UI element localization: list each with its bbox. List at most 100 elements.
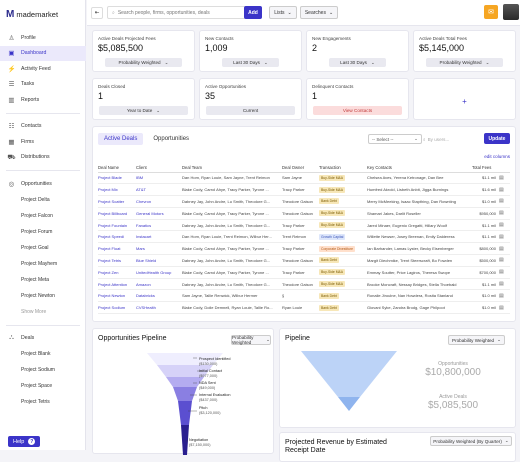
show-more-link[interactable]: Show More — [21, 308, 47, 315]
client-link[interactable]: CVSHealth — [136, 301, 182, 315]
document-icon[interactable]: ▤ — [499, 222, 504, 229]
sidebar-opportunity-item[interactable]: Project Meta — [21, 276, 50, 283]
tab-opportunities[interactable]: Opportunities — [153, 136, 190, 142]
document-icon[interactable]: ▤ — [499, 233, 504, 240]
funnel-stage[interactable] — [166, 377, 204, 387]
users-search[interactable]: ⌕ By users... — [423, 134, 479, 144]
funnel-stage[interactable] — [157, 365, 213, 377]
filter-select[interactable]: -- Select -- ⌄ — [368, 134, 422, 144]
client-link[interactable]: Amazon — [136, 278, 182, 291]
document-icon[interactable]: ▤ — [499, 198, 504, 205]
edit-columns-link[interactable]: edit columns — [484, 154, 510, 159]
brand-logo[interactable]: M mademarket — [6, 9, 58, 20]
sidebar-item-opportunities[interactable]: ◎ Opportunities — [0, 176, 86, 192]
deal-name-link[interactable]: Project Billboard — [98, 207, 136, 220]
view-contacts-button[interactable]: View Contacts — [313, 106, 402, 115]
deal-name-link[interactable]: Project Speedi — [98, 230, 136, 244]
collapse-sidebar-icon[interactable]: ⇤ — [91, 7, 103, 19]
lists-dropdown[interactable]: Lists ⌄ — [269, 6, 297, 19]
document-icon[interactable]: ▤ — [499, 174, 504, 181]
sidebar-opportunity-item[interactable]: Project Mayhem — [21, 260, 58, 267]
table-row[interactable]: Project Mix AT&T Blake Cody, Carrol Ahye, … — [98, 183, 510, 197]
help-button[interactable]: Help ? — [8, 436, 41, 447]
kpi-filter-dropdown[interactable]: Last 30 Days ⌄ — [222, 58, 279, 67]
client-link[interactable]: General Motors — [136, 207, 182, 220]
sidebar-item-dashboard[interactable]: ▣ Dashboard — [0, 45, 86, 61]
column-header[interactable]: Key Contacts — [367, 164, 472, 173]
sidebar-item-firms[interactable]: ▦ Firms — [0, 134, 86, 150]
funnel-stage[interactable] — [181, 425, 189, 455]
deal-name-link[interactable]: Project Float — [98, 242, 136, 256]
table-row[interactable]: Project Zen UnitedHealth Group Blake Cody,… — [98, 266, 510, 279]
pipeline-active-deals-segment[interactable] — [338, 397, 360, 411]
client-link[interactable]: Mars — [136, 242, 182, 256]
client-link[interactable]: Chevron — [136, 195, 182, 208]
deal-name-link[interactable]: Project Mix — [98, 183, 136, 197]
table-row[interactable]: Project Scatter Chevron Dabney Jay, John A… — [98, 195, 510, 208]
deal-name-link[interactable]: Project Sodium — [98, 301, 136, 315]
table-row[interactable]: Project Blade IBM Dan Hom, Ryan Louie, Sam… — [98, 172, 510, 185]
client-link[interactable]: Blue Shield — [136, 254, 182, 267]
sidebar-opportunity-item[interactable]: Project Delta — [21, 196, 50, 203]
column-header[interactable]: Total Fees — [472, 164, 499, 173]
client-link[interactable]: UnitedHealth Group — [136, 266, 182, 279]
deal-name-link[interactable]: Project Blade — [98, 172, 136, 185]
table-row[interactable]: Project Speedi Instacart Dan Hom, Ryan Lou… — [98, 230, 510, 244]
sidebar-item-activity-feed[interactable]: ⚡ Activity Feed — [0, 61, 86, 77]
document-icon[interactable]: ▤ — [499, 245, 504, 252]
document-icon[interactable]: ▤ — [499, 304, 504, 311]
search-input[interactable] — [117, 9, 248, 16]
notifications-icon[interactable]: ✉ — [484, 5, 498, 19]
funnel-stage[interactable] — [147, 353, 223, 365]
sidebar-opportunity-item[interactable]: Project Forum — [21, 228, 53, 235]
sidebar-deal-item[interactable]: Project Space — [21, 383, 53, 389]
table-row[interactable]: Project Fountain Fanatics Dabney Jay, John… — [98, 219, 510, 232]
deal-name-link[interactable]: Project Zen — [98, 266, 136, 279]
client-link[interactable]: AT&T — [136, 183, 182, 197]
table-row[interactable]: Project Sodium CVSHealth Blake Cody, Doile… — [98, 301, 510, 315]
client-link[interactable]: IBM — [136, 172, 182, 185]
table-row[interactable]: Project Float Mars Blake Cody, Carrol Ahye… — [98, 242, 510, 256]
document-icon[interactable]: ▤ — [499, 292, 504, 299]
sidebar-opportunity-item[interactable]: Project Falcon — [21, 212, 53, 219]
column-header[interactable]: Transaction — [319, 164, 367, 173]
kpi-filter-dropdown[interactable]: Year to Date ⌄ — [99, 106, 188, 115]
document-icon[interactable]: ▤ — [499, 269, 504, 276]
deal-name-link[interactable]: Project Fountain — [98, 219, 136, 232]
tab-active-deals[interactable]: Active Deals — [98, 133, 144, 145]
add-button[interactable]: Add — [244, 6, 262, 19]
kpi-filter-dropdown[interactable]: Probability Weighted ⌄ — [105, 58, 182, 67]
sidebar-deal-item[interactable]: Project Tetris — [21, 399, 50, 405]
sidebar-opportunity-item[interactable]: Project Goal — [21, 244, 49, 251]
funnel-stage[interactable] — [178, 401, 192, 425]
avatar[interactable] — [503, 4, 519, 20]
document-icon[interactable]: ▤ — [499, 257, 504, 264]
kpi-filter-dropdown[interactable]: Current — [206, 106, 295, 115]
searches-dropdown[interactable]: Searches ⌄ — [300, 6, 338, 19]
table-row[interactable]: Project Attention Amazon Dabney Jay, John … — [98, 278, 510, 291]
deal-name-link[interactable]: Project Scatter — [98, 195, 136, 208]
sidebar-deal-item[interactable]: Project Blank — [21, 351, 51, 357]
column-header[interactable]: Client — [136, 164, 182, 173]
funnel-stage[interactable] — [173, 387, 197, 401]
sidebar-item-distributions[interactable]: ⛟ Distributions — [0, 150, 86, 166]
deal-name-link[interactable]: Project Newton — [98, 289, 136, 303]
table-row[interactable]: Project Newton Databricks Sam Jayne, Talli… — [98, 289, 510, 303]
table-row[interactable]: Project Tetris Blue Shield Dabney Jay, Joh… — [98, 254, 510, 267]
deal-name-link[interactable]: Project Tetris — [98, 254, 136, 267]
document-icon[interactable]: ▤ — [499, 186, 504, 193]
column-header[interactable]: Deal Owner — [282, 164, 319, 173]
client-link[interactable]: Databricks — [136, 289, 182, 303]
add-widget-card[interactable]: + — [413, 78, 516, 120]
update-button[interactable]: Update — [484, 133, 510, 144]
sidebar-item-deals[interactable]: ⛬ Deals — [0, 331, 86, 347]
column-header[interactable]: Deal Name — [98, 164, 136, 173]
table-row[interactable]: Project Billboard General Motors Blake Cod… — [98, 207, 510, 220]
sidebar-opportunity-item[interactable]: Project Newton — [21, 292, 55, 299]
global-search[interactable]: ⌕ — [107, 6, 255, 19]
column-header[interactable]: Deal Team — [182, 164, 282, 173]
pipeline-dropdown[interactable]: Probability Weighted ⌄ — [448, 335, 505, 345]
opportunities-pipeline-dropdown[interactable]: Probability Weighted ⌄ — [231, 335, 271, 345]
kpi-filter-dropdown[interactable]: Probability Weighted ⌄ — [426, 58, 503, 67]
sidebar-item-reports[interactable]: ▥ Reports — [0, 92, 86, 108]
